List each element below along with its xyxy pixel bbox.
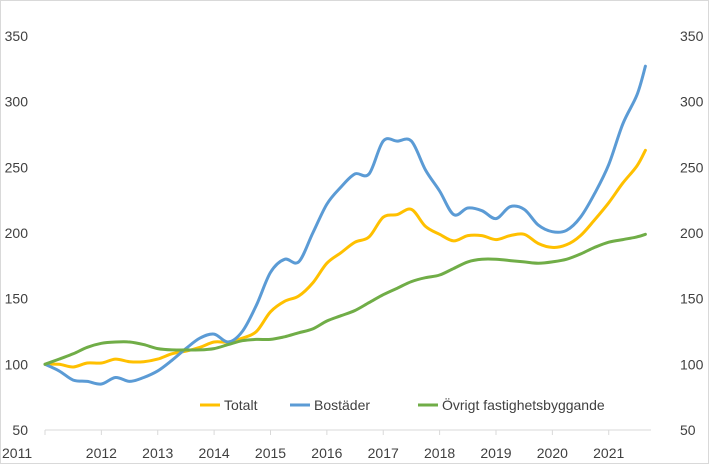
series-line-1: [43, 64, 647, 386]
y-tick-label-left: 200: [5, 225, 29, 241]
legend-label-2: Övrigt fastighetsbyggande: [442, 396, 605, 413]
series-lines: [43, 64, 647, 386]
series-line-2: [43, 232, 647, 366]
x-tick-label: 2011: [2, 445, 32, 461]
x-tick-label: 2021: [593, 445, 624, 461]
y-tick-label-left: 300: [5, 94, 29, 110]
y-axis-right: 50 100 150 200 250 300 350: [680, 28, 704, 438]
y-tick-label-right: 100: [680, 356, 704, 372]
y-tick-label-right: 150: [680, 291, 704, 307]
x-tick-label: 2016: [311, 445, 342, 461]
x-tick-label: 2012: [86, 445, 117, 461]
y-tick-label-left: 150: [5, 291, 29, 307]
x-tick-label: 2017: [368, 445, 399, 461]
legend-label-0: Totalt: [224, 397, 258, 413]
y-tick-label-right: 300: [680, 94, 704, 110]
x-tick-label: 2015: [255, 445, 286, 461]
y-tick-label-left: 350: [5, 28, 29, 44]
x-tick-label: 2014: [199, 445, 230, 461]
y-tick-label-left: 50: [12, 422, 28, 438]
y-tick-label-right: 350: [680, 28, 704, 44]
x-tick-label: 2013: [142, 445, 173, 461]
y-tick-label-right: 200: [680, 225, 704, 241]
x-tick-label: 2019: [480, 445, 511, 461]
series-line-0: [43, 148, 647, 369]
x-axis: 2011 2012 2013 2014 2015 2016 2017 2018 2019 2020…: [2, 429, 651, 461]
y-tick-label-left: 100: [5, 356, 29, 372]
x-tick-label: 2020: [537, 445, 568, 461]
legend: Totalt Bostäder Övrigt fastighetsbyggande: [200, 396, 605, 413]
y-axis-left: 50 100 150 200 250 300 350: [5, 28, 29, 438]
x-tick-label: 2018: [424, 445, 455, 461]
y-tick-label-left: 250: [5, 159, 29, 175]
y-tick-label-right: 50: [680, 422, 696, 438]
y-tick-label-right: 250: [680, 159, 704, 175]
legend-label-1: Bostäder: [314, 397, 370, 413]
